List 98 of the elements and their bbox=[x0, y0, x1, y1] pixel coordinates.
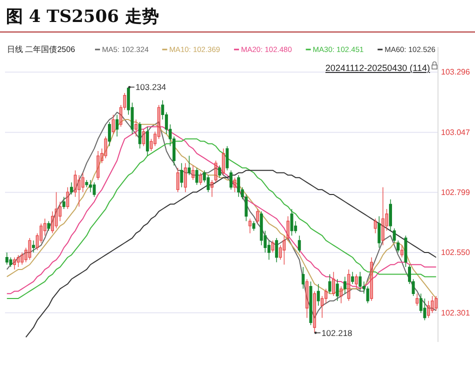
candlestick bbox=[298, 235, 301, 253]
candlestick bbox=[275, 238, 278, 263]
candlestick bbox=[354, 274, 358, 290]
candlestick bbox=[233, 177, 236, 192]
candlestick bbox=[104, 136, 108, 159]
candlestick bbox=[370, 257, 374, 302]
candlestick bbox=[389, 198, 392, 232]
candlestick bbox=[50, 211, 54, 234]
candlestick bbox=[70, 182, 73, 195]
candlestick bbox=[278, 244, 282, 260]
legend-title: 日线 二年国债2506 bbox=[7, 45, 76, 54]
candlestick bbox=[385, 208, 388, 232]
y-tick-label: 102.550 bbox=[441, 248, 470, 258]
candlestick bbox=[176, 168, 180, 192]
candlestick bbox=[62, 196, 66, 210]
candlestick bbox=[332, 272, 336, 296]
candlestick bbox=[100, 148, 104, 164]
candlestick bbox=[305, 278, 308, 318]
candlestick bbox=[13, 257, 16, 270]
candlestick bbox=[5, 252, 8, 265]
y-tick-label: 103.296 bbox=[441, 68, 470, 77]
candlestick bbox=[378, 216, 381, 248]
candlestick bbox=[54, 192, 58, 229]
candlestick bbox=[24, 247, 28, 263]
candlestick bbox=[430, 296, 434, 314]
y-tick-label: 102.799 bbox=[441, 188, 470, 197]
y-tick-label: 102.301 bbox=[441, 308, 470, 318]
candlestick bbox=[381, 186, 384, 246]
annotation: 102.218 bbox=[322, 328, 353, 338]
candlestick bbox=[123, 92, 126, 110]
candlestick bbox=[400, 244, 404, 258]
candlestick bbox=[340, 286, 343, 304]
candlestick bbox=[358, 272, 362, 292]
candlestick bbox=[66, 186, 70, 210]
candlestick bbox=[138, 122, 142, 149]
candlestick bbox=[150, 138, 153, 152]
candlestick bbox=[108, 122, 111, 146]
candlestick bbox=[214, 160, 218, 183]
candlestick bbox=[434, 296, 438, 311]
candlestick bbox=[28, 238, 32, 260]
chart-title: 图 4 TS2506 走势 bbox=[6, 7, 159, 27]
candlestick bbox=[85, 180, 88, 188]
candlestick bbox=[427, 300, 430, 318]
candlestick bbox=[290, 208, 294, 236]
candlestick bbox=[286, 216, 290, 241]
candlestick bbox=[192, 165, 195, 180]
candlestick bbox=[199, 172, 202, 186]
candlestick bbox=[116, 114, 119, 137]
annotation: 20241112-20250430 (114) bbox=[325, 63, 430, 73]
candlestick bbox=[302, 266, 305, 290]
candlestick bbox=[32, 240, 35, 253]
annotation: 103.234 bbox=[135, 82, 166, 92]
candlestick bbox=[36, 232, 39, 250]
candlestick bbox=[374, 218, 377, 234]
candlestick bbox=[146, 126, 149, 156]
candlestick bbox=[134, 119, 138, 137]
candlestick bbox=[47, 220, 50, 232]
candlestick bbox=[313, 290, 316, 334]
candlestick bbox=[396, 240, 400, 253]
candlestick bbox=[210, 180, 214, 198]
candlestick bbox=[142, 128, 146, 146]
candlestick bbox=[180, 162, 184, 188]
candlestick bbox=[81, 172, 84, 192]
candlestick bbox=[58, 201, 62, 222]
candlestick bbox=[237, 174, 240, 198]
candlestick bbox=[16, 254, 20, 268]
candlestick bbox=[226, 146, 229, 171]
candlestick bbox=[351, 272, 354, 284]
candlestick bbox=[40, 223, 43, 244]
candlestick bbox=[119, 104, 122, 128]
candlestick bbox=[256, 208, 260, 224]
candlestick bbox=[96, 150, 100, 180]
candlestick bbox=[252, 220, 256, 232]
candlestick bbox=[316, 284, 320, 306]
candlestick bbox=[154, 131, 157, 146]
candlestick bbox=[248, 218, 252, 234]
candlestick bbox=[222, 148, 225, 176]
candlestick bbox=[392, 228, 396, 244]
candlestick bbox=[320, 296, 324, 318]
candlestick bbox=[404, 235, 408, 268]
candlestick bbox=[195, 168, 198, 186]
candlestick bbox=[184, 162, 187, 192]
candlestick bbox=[336, 278, 339, 302]
candlestick bbox=[43, 218, 46, 236]
candlestick bbox=[343, 276, 346, 294]
candlestick bbox=[78, 174, 81, 207]
candlestick bbox=[218, 165, 222, 178]
candlestick bbox=[20, 252, 24, 265]
candlestick bbox=[324, 288, 328, 304]
candlestick bbox=[416, 293, 419, 306]
candlestick bbox=[74, 170, 77, 198]
line-series bbox=[25, 170, 437, 338]
candlestick bbox=[206, 174, 210, 192]
y-tick-label: 103.047 bbox=[441, 128, 470, 137]
candlestick bbox=[230, 170, 232, 190]
candlestick bbox=[271, 240, 274, 253]
candlestick bbox=[282, 235, 286, 265]
candlestick bbox=[157, 104, 160, 140]
